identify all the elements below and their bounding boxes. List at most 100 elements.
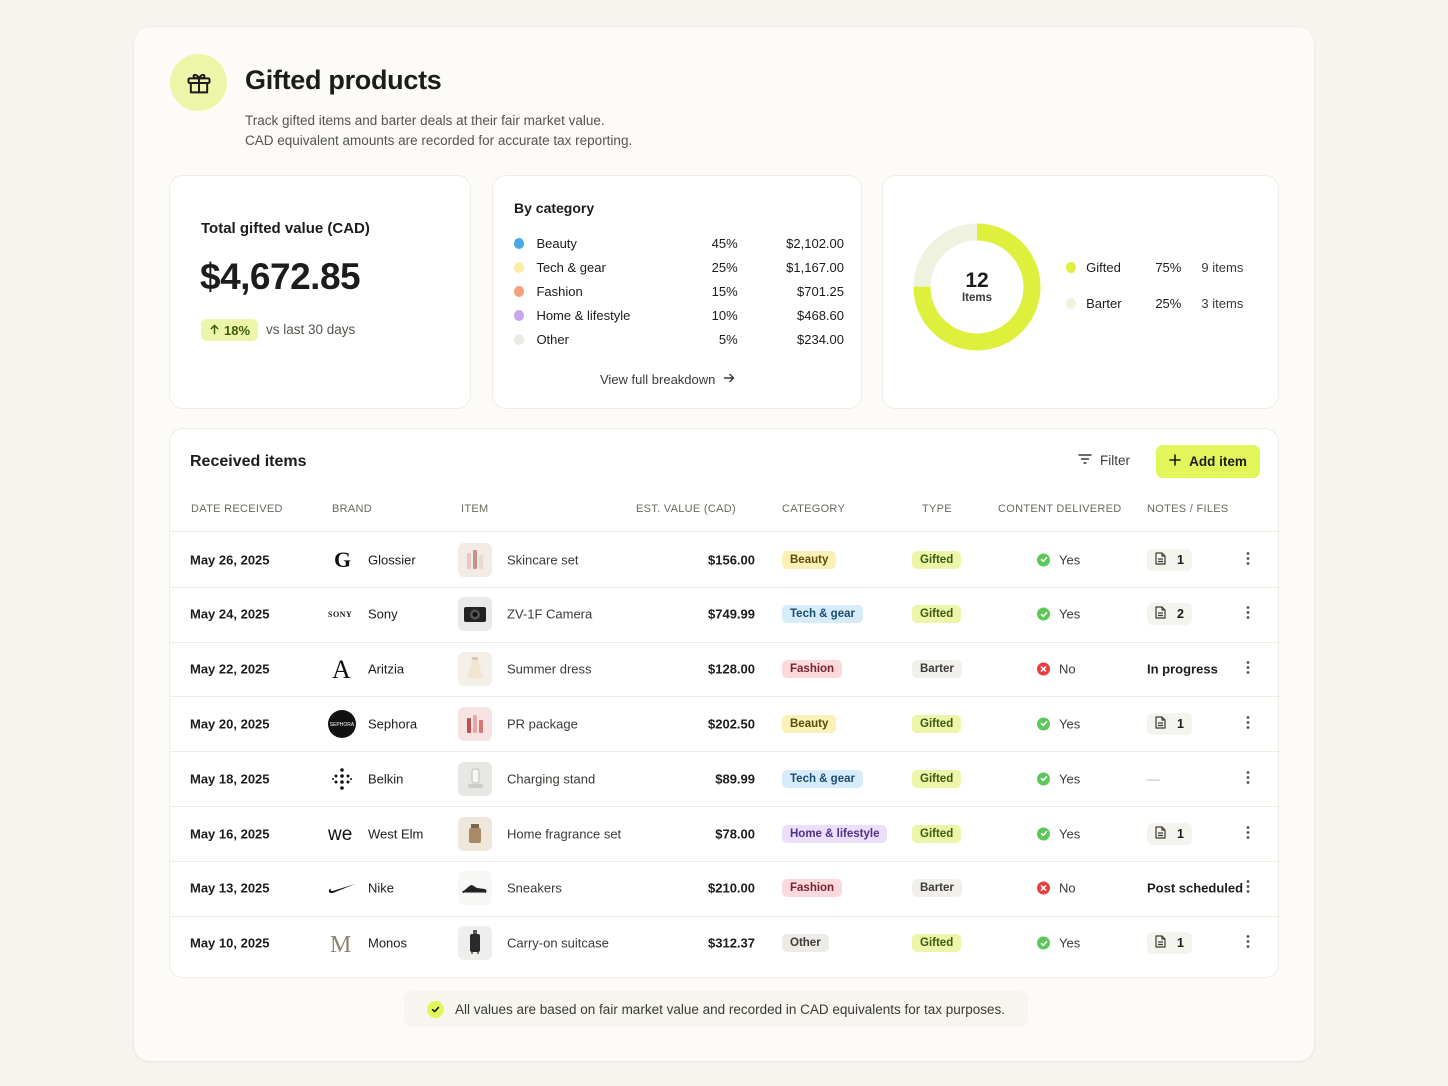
content-delivered: Yes: [1037, 607, 1080, 622]
row-divider: [170, 751, 1280, 753]
header-content[interactable]: CONTENT DELIVERED: [998, 503, 1122, 515]
subtitle-line-1: Track gifted items and barter deals at t…: [245, 113, 605, 128]
total-value-card: Total gifted value (CAD) $4,672.85 18% v…: [169, 175, 471, 409]
category-color-dot: [514, 261, 525, 273]
notes-files[interactable]: 1: [1147, 712, 1192, 735]
delta-caption: vs last 30 days: [266, 322, 356, 337]
items-legend-row: Barter 25% 3 items: [1066, 293, 1266, 313]
brand-name: Belkin: [368, 771, 404, 787]
estimated-value: $312.37: [708, 935, 755, 951]
date-received: May 10, 2025: [190, 935, 270, 951]
file-icon: [1155, 606, 1166, 622]
type-pill: Gifted: [912, 824, 962, 843]
header-notes[interactable]: NOTES / FILES: [1147, 503, 1229, 515]
aritzia-logo: A: [327, 657, 357, 681]
category-percent: 15%: [711, 283, 738, 299]
check-circle-icon: [1037, 553, 1050, 566]
arrow-up-icon: [209, 323, 220, 338]
legend-count: 3 items: [1201, 295, 1244, 311]
type-pill: Gifted: [912, 605, 962, 624]
file-icon: [1155, 825, 1166, 842]
content-delivered: Yes: [1037, 552, 1080, 567]
subtitle-line-2: CAD equivalent amounts are recorded for …: [245, 133, 633, 148]
more-options-icon[interactable]: [1246, 715, 1250, 732]
svg-text:M: M: [330, 932, 351, 955]
header-category[interactable]: CATEGORY: [782, 503, 846, 515]
footer-note: All values are based on fair market valu…: [404, 991, 1028, 1027]
category-title: By category: [514, 200, 595, 216]
category-amount: $468.60: [797, 307, 844, 323]
item-thumbnail: [458, 761, 492, 796]
page-title: Gifted products: [245, 65, 442, 95]
more-options-icon[interactable]: [1246, 770, 1250, 787]
more-options-icon[interactable]: [1246, 661, 1250, 678]
file-attachment-chip[interactable]: 1: [1147, 712, 1192, 735]
file-attachment-chip[interactable]: 1: [1147, 548, 1192, 571]
notes-files[interactable]: 1: [1147, 822, 1192, 845]
estimated-value: $156.00: [708, 552, 755, 567]
file-attachment-chip[interactable]: 2: [1147, 603, 1192, 626]
footer-note-text: All values are based on fair market valu…: [454, 1001, 1006, 1017]
more-options-icon[interactable]: [1246, 935, 1250, 952]
category-name: Other: [536, 331, 569, 347]
category-row: Other 5% $234.00: [514, 329, 844, 349]
total-value-amount: $4,672.85: [200, 256, 361, 297]
svg-text:G: G: [334, 549, 351, 571]
view-breakdown-link[interactable]: View full breakdown: [600, 372, 735, 387]
header-brand[interactable]: BRAND: [332, 503, 373, 515]
category-name: Tech & gear: [536, 259, 606, 275]
item-name: Summer dress: [507, 661, 592, 677]
notes-files[interactable]: 1: [1147, 548, 1192, 571]
table-row[interactable]: May 20, 2025 SEPHORA Sephora PR package $202…: [170, 696, 1280, 751]
table-row[interactable]: May 16, 2025 we West Elm Home fragrance set…: [170, 806, 1280, 861]
header-type[interactable]: TYPE: [922, 503, 952, 515]
received-items-title: Received items: [190, 453, 307, 470]
category-pill: Fashion: [782, 660, 843, 679]
item-thumbnail: [458, 926, 492, 961]
item-name: Skincare set: [507, 552, 579, 567]
category-pill: Beauty: [782, 714, 837, 733]
items-total-label: Items: [961, 292, 993, 304]
date-received: May 13, 2025: [190, 880, 270, 896]
table-row[interactable]: May 26, 2025 G Glossier Skincare set $156.00…: [170, 532, 1280, 587]
notes-files[interactable]: 1: [1147, 932, 1192, 955]
content-delivered-text: No: [1059, 661, 1076, 677]
table-row[interactable]: May 10, 2025 M Monos Carry-on suitcase $312.…: [170, 916, 1280, 971]
file-count: 1: [1177, 936, 1184, 951]
item-thumbnail: [458, 652, 492, 687]
table-row[interactable]: May 18, 2025 Belkin Charging stand $89.99 Te…: [170, 751, 1280, 806]
add-item-button[interactable]: Add item: [1156, 445, 1260, 478]
content-delivered-text: Yes: [1059, 606, 1081, 622]
table-row[interactable]: May 22, 2025 A Aritzia Summer dress $128.00 F…: [170, 642, 1280, 697]
item-name: Sneakers: [507, 880, 562, 896]
more-options-icon[interactable]: [1246, 825, 1250, 842]
category-row: Beauty 45% $2,102.00: [514, 233, 844, 253]
file-attachment-chip[interactable]: 1: [1147, 822, 1192, 845]
notes-files[interactable]: 2: [1147, 603, 1192, 626]
table-row[interactable]: May 24, 2025 SONY Sony ZV-1F Camera $749.99 T…: [170, 587, 1280, 642]
filter-button[interactable]: Filter: [1078, 453, 1130, 468]
item-name: PR package: [507, 716, 578, 732]
category-pill: Fashion: [782, 879, 843, 898]
header-date[interactable]: DATE RECEIVED: [191, 503, 283, 515]
header-item[interactable]: ITEM: [461, 503, 489, 515]
check-circle-icon: [1037, 936, 1050, 950]
category-pill: Tech & gear: [782, 605, 863, 624]
estimated-value: $89.99: [715, 771, 755, 787]
svg-text:SEPHORA: SEPHORA: [330, 722, 355, 728]
more-options-icon[interactable]: [1246, 606, 1250, 623]
content-delivered: No: [1037, 662, 1076, 677]
estimated-value: $128.00: [708, 661, 755, 677]
legend-count: 9 items: [1201, 259, 1244, 275]
sony-logo: SONY: [327, 609, 357, 619]
row-divider: [170, 860, 1280, 862]
table-row[interactable]: May 13, 2025 Nike Sneakers $210.00 Fashion Ba…: [170, 861, 1280, 916]
donut-center: 12 Items: [912, 222, 1042, 352]
header-value[interactable]: EST. VALUE (CAD): [636, 503, 736, 515]
file-attachment-chip[interactable]: 1: [1147, 932, 1192, 955]
more-options-icon[interactable]: [1246, 551, 1250, 568]
legend-name: Barter: [1086, 295, 1122, 311]
more-options-icon[interactable]: [1246, 880, 1250, 897]
content-delivered-text: Yes: [1059, 771, 1081, 787]
x-circle-icon: [1037, 881, 1050, 895]
